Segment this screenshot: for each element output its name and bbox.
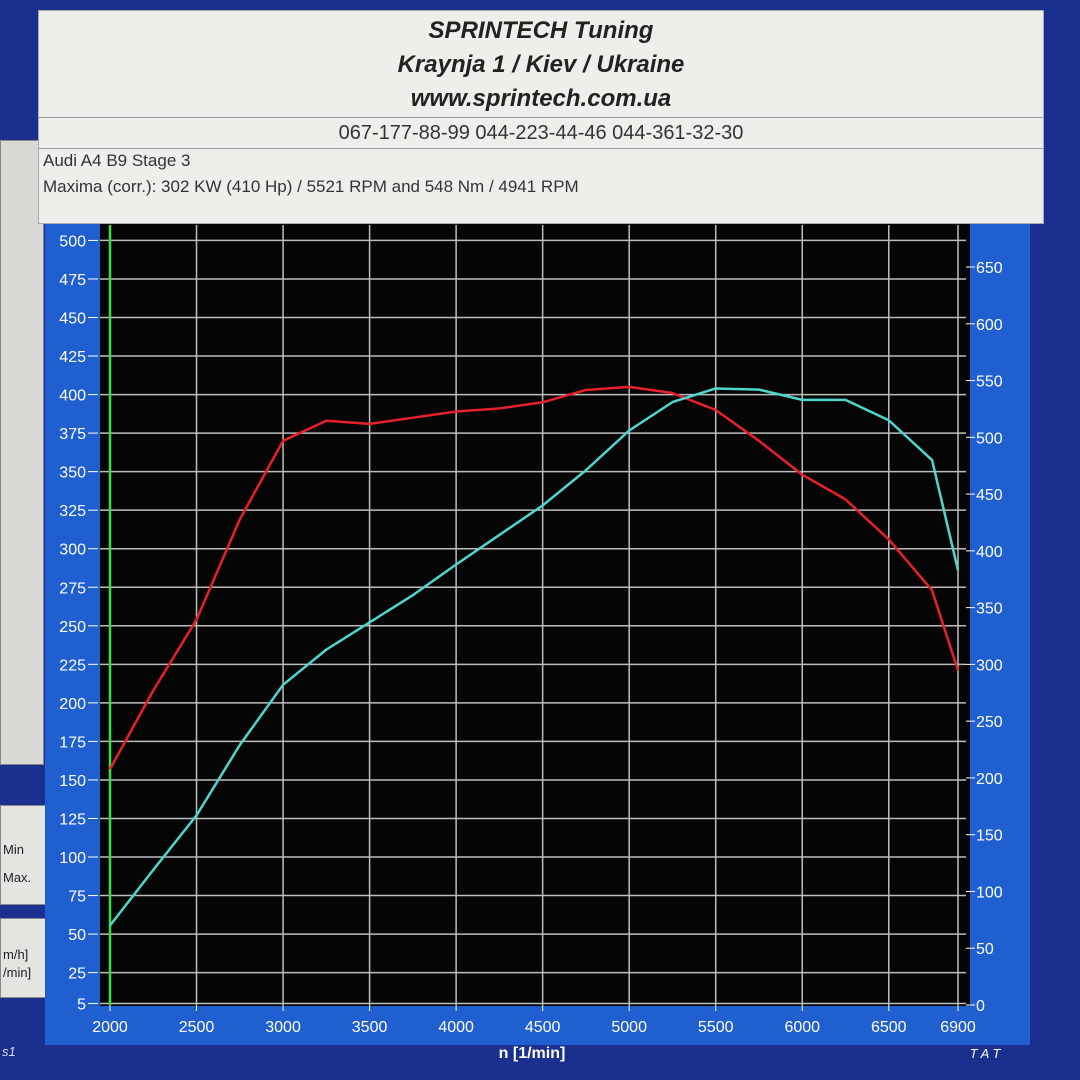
y-tick-label: 325 <box>59 503 86 520</box>
x-tick-label: 6500 <box>871 1019 907 1036</box>
y-tick-label: 425 <box>59 349 86 366</box>
y2-tick-label: 250 <box>976 714 1003 731</box>
side-label: Min <box>3 842 24 857</box>
y-tick-label: 50 <box>68 927 86 944</box>
y-tick-label: 475 <box>59 272 86 289</box>
x-tick-label: 5500 <box>698 1019 734 1036</box>
y-tick-label: 100 <box>59 850 86 867</box>
y2-tick-label: 300 <box>976 657 1003 674</box>
y-tick-label: 275 <box>59 580 86 597</box>
y-tick-label: 150 <box>59 773 86 790</box>
y-tick-label: 75 <box>68 889 86 906</box>
y-tick-label: 250 <box>59 619 86 636</box>
y2-tick-label: 600 <box>976 317 1003 334</box>
y2-tick-label: 350 <box>976 601 1003 618</box>
side-box: Min Max. <box>0 805 50 905</box>
y2-tick-label: 500 <box>976 430 1003 447</box>
y2-tick-label: 200 <box>976 771 1003 788</box>
x-tick-label: 3000 <box>265 1019 301 1036</box>
side-tab: s1 <box>2 1044 16 1059</box>
header-address: Kraynja 1 / Kiev / Ukraine <box>397 51 685 78</box>
x-tick-label: 4500 <box>525 1019 561 1036</box>
x-tick-label: 6900 <box>940 1019 976 1036</box>
y-tick-label: 200 <box>59 696 86 713</box>
y-tick-label: 225 <box>59 657 86 674</box>
y2-tick-label: 400 <box>976 544 1003 561</box>
bottom-axis-panel <box>45 1005 1030 1045</box>
header-title: SPRINTECH Tuning <box>428 17 654 44</box>
x-tick-label: 2500 <box>179 1019 215 1036</box>
x-tick-label: 2000 <box>92 1019 128 1036</box>
y-tick-label: 350 <box>59 465 86 482</box>
y-tick-label: 375 <box>59 426 86 443</box>
side-panel <box>0 140 44 765</box>
x-tick-label: 3500 <box>352 1019 388 1036</box>
right-axis-panel <box>966 224 1030 1044</box>
y2-tick-label: 50 <box>976 941 994 958</box>
side-label: /min] <box>3 965 32 980</box>
side-box: m/h] /min] <box>0 918 50 998</box>
y-tick-label: 175 <box>59 734 86 751</box>
vehicle: Audi A4 B9 Stage 3 <box>43 151 191 170</box>
y-tick-label: 25 <box>68 966 86 983</box>
header-phones: 067-177-88-99 044-223-44-46 044-361-32-3… <box>39 117 1043 149</box>
y-tick-label: 5 <box>77 996 86 1013</box>
maxima: Maxima (corr.): 302 KW (410 Hp) / 5521 R… <box>43 177 579 196</box>
brand: T A T <box>970 1046 1002 1061</box>
x-tick-label: 4000 <box>438 1019 474 1036</box>
series-line <box>108 385 960 770</box>
x-tick-label: 6000 <box>784 1019 820 1036</box>
plot-area <box>100 224 970 1006</box>
side-label: m/h] <box>3 947 29 962</box>
y2-tick-label: 650 <box>976 260 1003 277</box>
y2-tick-label: 0 <box>976 998 985 1015</box>
y2-tick-label: 100 <box>976 884 1003 901</box>
left-axis-panel <box>45 224 101 1044</box>
y-tick-label: 125 <box>59 811 86 828</box>
y2-tick-label: 150 <box>976 828 1003 845</box>
y-tick-label: 400 <box>59 388 86 405</box>
y-tick-label: 450 <box>59 310 86 327</box>
y-tick-label: 500 <box>59 233 86 250</box>
x-tick-label: 5000 <box>611 1019 647 1036</box>
side-label: Max. <box>3 870 32 885</box>
x-axis-label: n [1/min] <box>499 1045 566 1062</box>
header: SPRINTECH Tuning Kraynja 1 / Kiev / Ukra… <box>38 10 1044 224</box>
y2-tick-label: 450 <box>976 487 1003 504</box>
series-line <box>109 387 960 927</box>
y-tick-label: 300 <box>59 542 86 559</box>
y2-tick-label: 550 <box>976 374 1003 391</box>
header-website: www.sprintech.com.ua <box>410 85 672 112</box>
